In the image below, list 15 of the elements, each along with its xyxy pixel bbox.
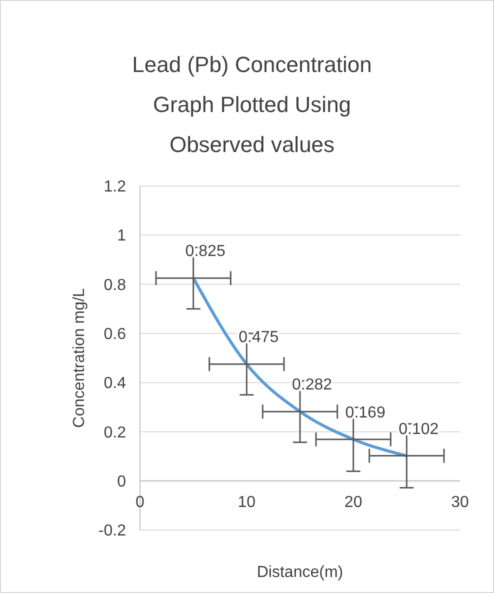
x-tick-label: 0 (136, 494, 145, 511)
y-tick-label: 1.2 (104, 178, 126, 196)
x-tick-label: 30 (451, 494, 469, 511)
y-tick-label: 0 (117, 473, 126, 490)
y-tick-label: 1 (117, 228, 126, 245)
x-tick-label: 10 (238, 494, 256, 511)
y-tick-label: 0.6 (104, 326, 126, 344)
chart-title: Lead (Pb) Concentration Graph Plotted Using Observed values (132, 52, 372, 157)
y-tick-label: -0.2 (98, 522, 126, 540)
x-axis-title: Distance(m) (256, 564, 344, 581)
x-tick-label: 20 (344, 494, 362, 511)
y-tick-label: 0.8 (104, 276, 126, 294)
y-tick-label: 0.2 (104, 424, 126, 442)
y-tick-label: 0.4 (104, 375, 126, 392)
y-axis-title: Concentration mg/L (71, 288, 88, 428)
